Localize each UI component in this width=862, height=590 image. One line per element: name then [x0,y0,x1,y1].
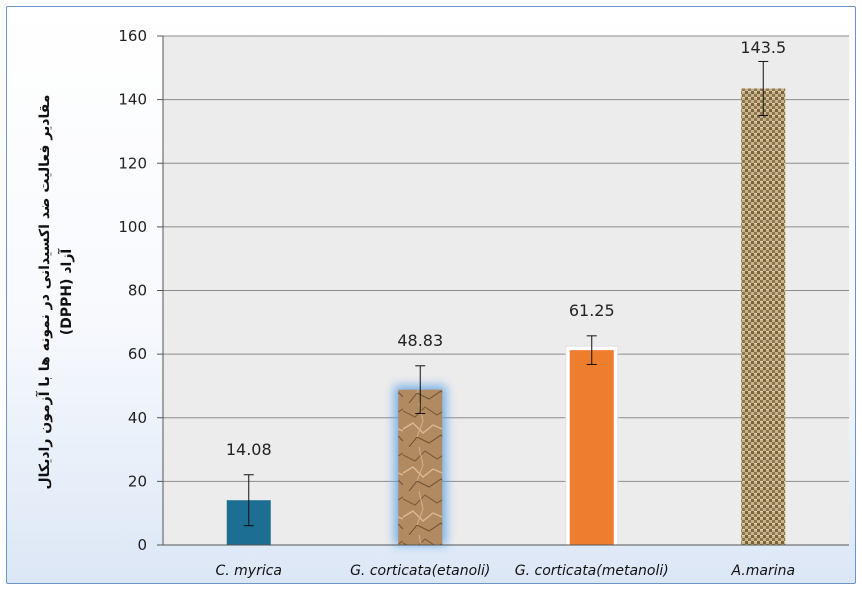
y-axis-ticks: 0 20 40 60 80 100 120 140 160 [118,27,163,554]
y-tick-label: 140 [118,91,147,109]
data-label: 48.83 [397,331,443,350]
x-axis-categories: C. myrica G. corticata(etanoli) G. cortica… [215,563,795,579]
y-tick-label: 60 [128,345,147,363]
x-category-label: A.marina [730,563,795,579]
bar [569,350,614,545]
x-category-label: G. corticata(metanoli) [515,563,669,579]
y-axis-label-line-2: آزاد (DPPH) [57,248,75,336]
error-bars [243,60,769,527]
chart-frame: 14.08 48.83 61.25 143.5 0 20 40 60 80 100 120 140 1… [6,6,856,584]
x-category-label: G. corticata(etanoli) [350,563,490,579]
axes [162,36,849,546]
y-tick-label: 40 [128,409,147,427]
y-tick-label: 80 [128,282,147,300]
data-labels: 14.08 48.83 61.25 143.5 [226,38,786,459]
y-tick-label: 160 [118,27,147,45]
y-tick-label: 0 [137,536,147,554]
data-label: 143.5 [740,38,786,57]
bar [741,88,786,545]
y-tick-label: 20 [128,472,147,490]
y-axis-label-line-1: مقادیر فعالیت ضد اکسیدانی در نمونه ها با… [35,95,53,490]
gridlines [163,35,849,482]
y-tick-label: 120 [118,154,147,172]
x-category-label: C. myrica [215,563,282,579]
bar-chart: 14.08 48.83 61.25 143.5 0 20 40 60 80 100 120 140 1… [35,27,849,579]
data-label: 61.25 [569,301,615,320]
y-tick-label: 100 [118,218,147,236]
data-label: 14.08 [226,440,272,459]
bar [398,389,443,545]
